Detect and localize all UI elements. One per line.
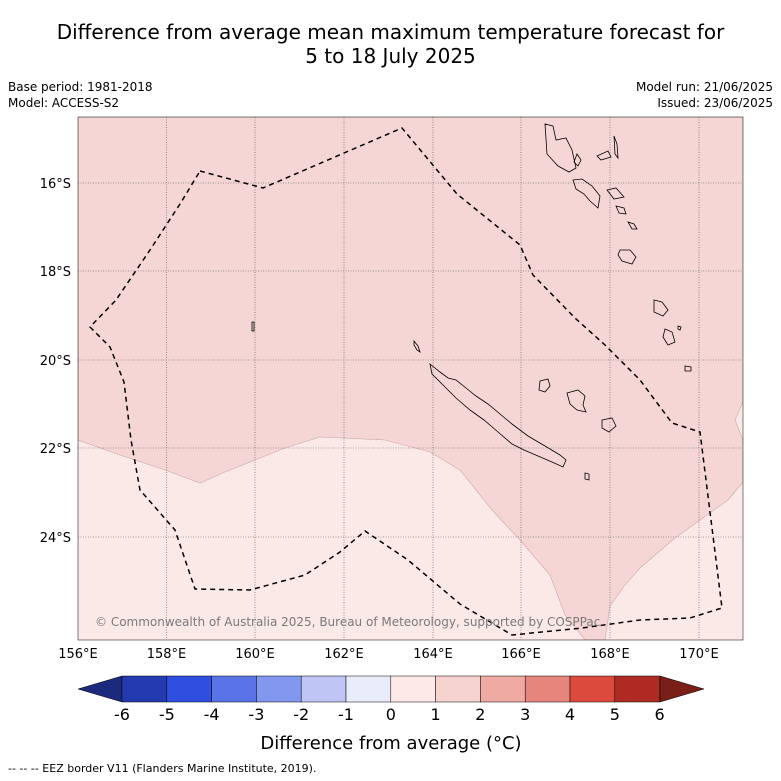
lon-label-158e: 158°E: [147, 647, 187, 662]
graticule: [78, 117, 743, 640]
colorbar-tick-label: 6: [655, 705, 665, 724]
meta-left: Base period: 1981-2018 Model: ACCESS-S2: [8, 79, 153, 111]
lat-label-20s: 20°S: [40, 354, 71, 369]
colorbar-tick-label: -5: [159, 705, 175, 724]
lon-label-162e: 162°E: [324, 647, 364, 662]
malo-island: [573, 153, 582, 167]
espiritu-santo: [544, 123, 577, 173]
lon-label-156e: 156°E: [58, 647, 98, 662]
colorbar-swatch: [569, 675, 616, 703]
epi-island: [615, 205, 627, 215]
colorbar-tick-label: -6: [114, 705, 130, 724]
efate-island: [617, 249, 637, 265]
colorbar-tick-label: 3: [520, 705, 530, 724]
colorbar-title-text: Difference from average (: [260, 733, 493, 754]
latitude-labels: 16°S 18°S 20°S 22°S 24°S: [40, 177, 71, 546]
lifou-island: [566, 389, 587, 413]
erromango-island: [653, 299, 669, 317]
malekula-island: [572, 178, 601, 209]
ambae-island: [596, 150, 612, 161]
colorbar-tick-label: 5: [610, 705, 620, 724]
colorbar-tick-label: -1: [338, 705, 354, 724]
meta-right: Model run: 21/06/2025 Issued: 23/06/2025: [636, 79, 773, 111]
lon-label-164e: 164°E: [413, 647, 453, 662]
colorbar-swatch: [256, 675, 302, 703]
colorbar-swatch: [121, 675, 168, 703]
colorbar-under-arrow: [77, 675, 123, 703]
pentecost-island: [606, 187, 625, 200]
colorbar-tick-label: 4: [565, 705, 575, 724]
eez-legend-note: -- -- -- EEZ border V11 (Flanders Marine…: [8, 762, 317, 775]
colorbar-tick-label: -3: [248, 705, 264, 724]
copyright-text: © Commonwealth of Australia 2025, Bureau…: [95, 615, 600, 629]
colorbar-over-arrow: [659, 675, 705, 703]
colorbar-swatch: [614, 675, 660, 703]
colorbar-swatch: [435, 675, 481, 703]
lon-label-166e: 166°E: [501, 647, 541, 662]
lat-label-18s: 18°S: [40, 265, 71, 280]
colorbar-swatch: [166, 675, 212, 703]
lat-label-24s: 24°S: [40, 531, 71, 546]
lon-label-168e: 168°E: [590, 647, 630, 662]
issued-text: Issued: 23/06/2025: [657, 96, 773, 110]
chesterfield-island: [251, 321, 255, 332]
mare-island: [601, 417, 617, 433]
colorbar-swatch: [480, 675, 526, 703]
colorbar-tick-label: -4: [204, 705, 220, 724]
lat-label-16s: 16°S: [40, 177, 71, 192]
colorbar-title: Difference from average (°C): [260, 733, 521, 754]
colorbar-title-unit: °C): [493, 733, 522, 754]
lon-label-170e: 170°E: [679, 647, 719, 662]
tanna-island: [662, 328, 676, 346]
new-caledonia-coast: [429, 363, 567, 468]
map-title-line-2: 5 to 18 July 2025: [305, 44, 476, 68]
aneityum-island: [684, 365, 692, 372]
colorbar-tick-label: 2: [475, 705, 485, 724]
colorbar-swatch: [524, 675, 571, 703]
lat-label-22s: 22°S: [40, 442, 71, 457]
model-text: Model: ACCESS-S2: [8, 96, 120, 110]
map-frame: [77, 116, 744, 641]
shepherd-islands: [627, 221, 638, 230]
colorbar-swatch: [211, 675, 257, 703]
eez-border: [88, 127, 723, 636]
forecast-field: [78, 117, 743, 640]
futuna-island: [677, 325, 682, 331]
map-title-line-1: Difference from average mean maximum tem…: [56, 20, 725, 44]
lon-label-160e: 160°E: [235, 647, 275, 662]
belep-island: [413, 339, 421, 353]
coastlines: [251, 123, 692, 481]
ouvea-island: [538, 378, 551, 393]
colorbar-tick-label: 1: [431, 705, 441, 724]
model-run-text: Model run: 21/06/2025: [635, 80, 773, 94]
colorbar: -6 -5 -4 -3 -2 -1 0 1 2 3 4 5 6: [77, 675, 705, 724]
longitude-labels: 156°E 158°E 160°E 162°E 164°E 166°E 168°…: [58, 647, 719, 662]
walpole-island: [584, 472, 590, 481]
band-1-to-2: [78, 117, 743, 640]
maewo-island: [613, 135, 619, 160]
colorbar-swatch: [300, 675, 347, 703]
colorbar-tick-label: -2: [293, 705, 309, 724]
colorbar-swatch: [345, 675, 392, 703]
base-period-text: Base period: 1981-2018: [8, 80, 153, 94]
colorbar-swatch: [390, 675, 436, 703]
colorbar-tick-label: 0: [386, 705, 396, 724]
